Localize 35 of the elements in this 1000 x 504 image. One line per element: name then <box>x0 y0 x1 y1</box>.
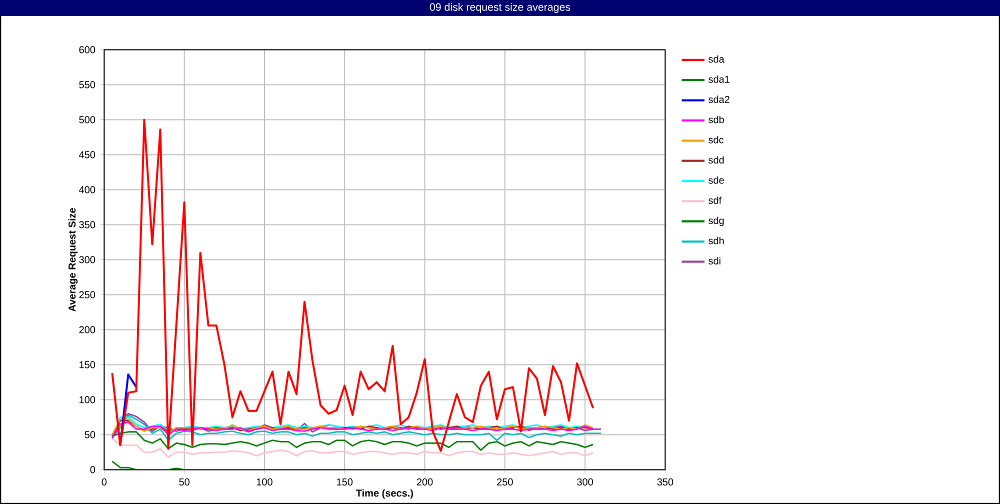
x-tick-label: 100 <box>256 478 272 486</box>
legend-label: sdb <box>708 116 724 124</box>
legend-label: sdg <box>708 216 724 226</box>
legend-label: sda1 <box>708 75 730 83</box>
x-tick-label: 350 <box>657 478 674 486</box>
y-tick-label: 300 <box>79 256 96 264</box>
x-tick-label: 0 <box>102 478 107 486</box>
x-tick-label: 300 <box>577 478 593 486</box>
y-tick-label: 50 <box>84 431 96 438</box>
y-tick-label: 250 <box>79 291 96 298</box>
y-tick-label: 500 <box>79 116 96 124</box>
x-tick-label: 250 <box>497 478 513 486</box>
legend-label: sdi <box>708 257 720 264</box>
x-axis-title: Time (secs.) <box>356 489 413 499</box>
legend-label: sdh <box>708 236 724 244</box>
x-tick-label: 50 <box>179 478 190 486</box>
y-axis-title: Average Request Size <box>68 208 78 312</box>
legend-label: sdc <box>708 136 724 144</box>
y-tick-label: 150 <box>80 361 96 368</box>
y-tick-label: 600 <box>79 46 96 54</box>
legend-label: sdf <box>708 196 722 204</box>
y-tick-label: 100 <box>80 396 96 404</box>
y-tick-label: 550 <box>79 81 96 88</box>
x-tick-label: 150 <box>337 478 353 486</box>
y-tick-label: 0 <box>90 466 96 474</box>
chart-title: 09 disk request size averages <box>430 3 570 13</box>
legend-label: sde <box>708 176 724 184</box>
y-tick-label: 200 <box>79 326 96 334</box>
y-tick-label: 400 <box>79 186 96 194</box>
y-tick-label: 450 <box>79 151 96 158</box>
x-tick-label: 200 <box>416 478 433 486</box>
legend-label: sda <box>708 55 724 63</box>
y-tick-label: 350 <box>79 221 96 228</box>
legend-label: sdd <box>708 156 724 164</box>
legend-label: sda2 <box>708 96 730 104</box>
